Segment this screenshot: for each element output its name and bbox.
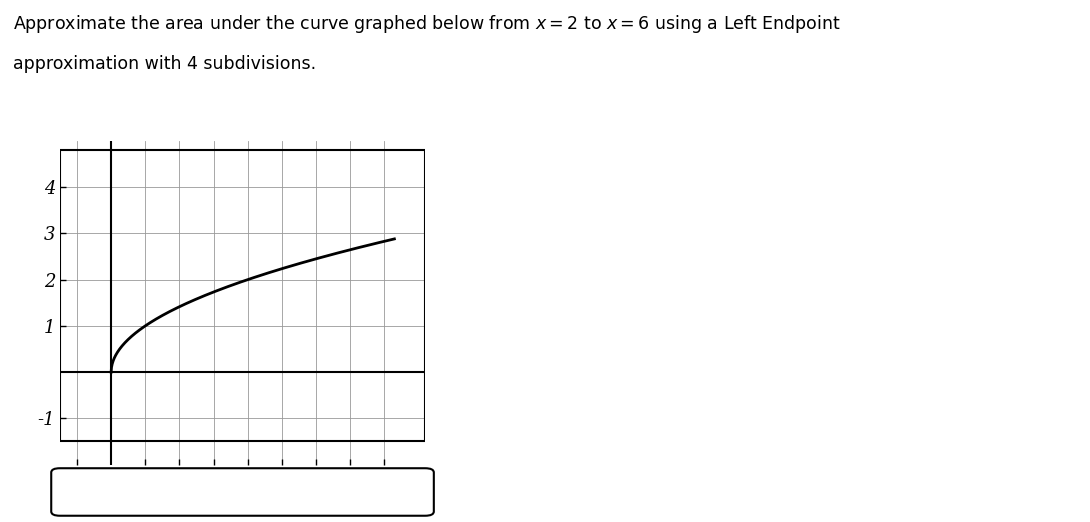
Text: Approximate the area under the curve graphed below from $x = 2$ to $x = 6$ using: Approximate the area under the curve gra… [13,13,840,35]
Text: approximation with 4 subdivisions.: approximation with 4 subdivisions. [13,55,316,73]
